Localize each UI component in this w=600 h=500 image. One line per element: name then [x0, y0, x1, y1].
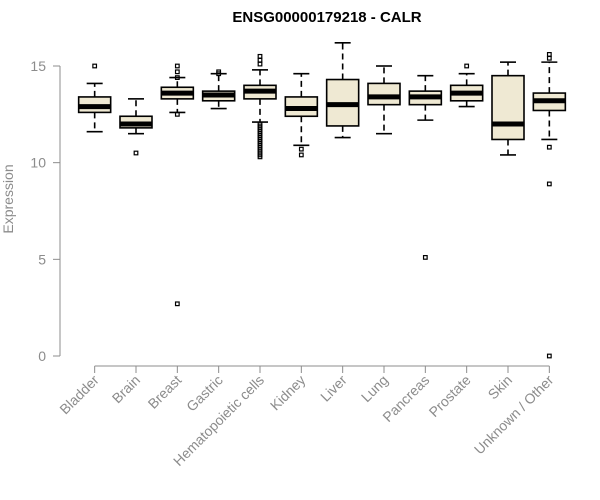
y-tick-label: 5 — [38, 251, 46, 267]
outlier-point — [174, 301, 180, 307]
outlier-point — [216, 71, 222, 77]
box-group — [77, 63, 112, 133]
y-tick-label: 15 — [30, 58, 46, 74]
outlier-point — [257, 57, 263, 63]
outlier-point — [174, 69, 180, 75]
y-axis-label: Expression — [0, 164, 16, 233]
x-tick-label: Bladder — [56, 372, 102, 418]
y-tick-label: 0 — [38, 348, 46, 364]
outlier-point — [92, 63, 98, 69]
box-group — [325, 41, 360, 139]
x-tick-label: Kidney — [267, 372, 309, 414]
outlier-point — [464, 63, 470, 69]
outlier-point — [174, 111, 180, 117]
outlier-point — [174, 63, 180, 69]
outlier-point — [257, 53, 263, 59]
outlier-point — [257, 154, 263, 160]
x-tick-label: Brain — [109, 372, 143, 406]
box-group — [201, 69, 236, 110]
x-tick-label: Lung — [358, 372, 391, 405]
outlier-point — [298, 152, 304, 158]
box-group — [284, 72, 319, 158]
box-group — [243, 53, 277, 160]
box-group — [119, 98, 153, 156]
outlier-point — [422, 255, 428, 260]
outlier-point — [257, 61, 263, 67]
outlier-point — [133, 150, 139, 156]
box-group — [367, 65, 401, 135]
chart-title: ENSG00000179218 - CALR — [232, 9, 421, 26]
x-tick-label: Breast — [145, 372, 185, 412]
x-tick-label: Prostate — [426, 372, 474, 420]
boxes — [77, 41, 567, 359]
iqr-box — [491, 74, 525, 141]
outlier-point — [546, 51, 552, 57]
box-group — [491, 61, 525, 156]
outlier-point — [546, 144, 552, 150]
y-tick-label: 10 — [30, 155, 46, 171]
iqr-box — [367, 82, 401, 106]
box-group — [408, 74, 443, 260]
outlier-point — [298, 146, 304, 152]
box-group — [160, 63, 195, 307]
outlier-point — [546, 353, 552, 359]
outlier-point — [174, 75, 180, 81]
outlier-point — [546, 181, 552, 187]
box-group — [532, 51, 567, 359]
x-tick-label: Skin — [485, 372, 516, 403]
box-group — [449, 63, 484, 108]
outlier-point — [546, 55, 552, 61]
x-tick-label: Liver — [317, 372, 350, 405]
y-axis: 0 5 10 15 — [30, 58, 61, 364]
